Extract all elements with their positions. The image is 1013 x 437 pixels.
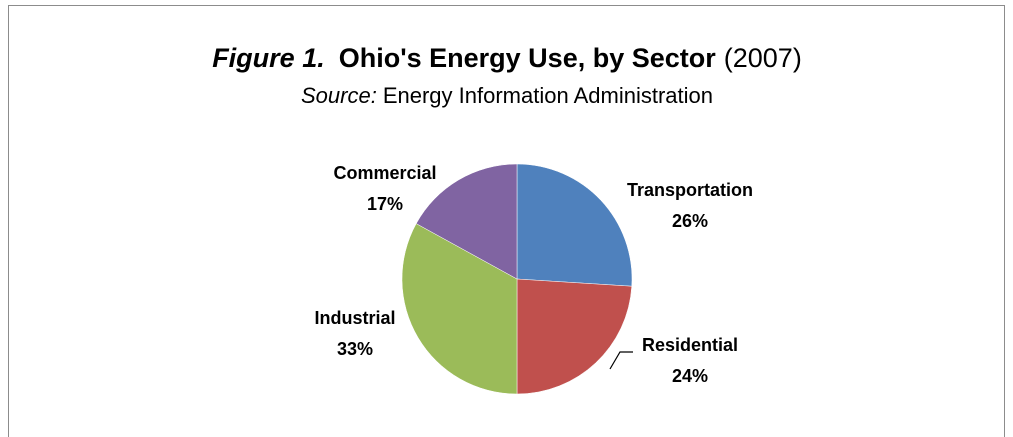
pie-slice [415,163,518,280]
slice-label: Residential [642,335,738,355]
slice-value-label: 24% [672,366,708,386]
slice-label: Commercial [333,163,436,183]
slice-label: Industrial [314,308,395,328]
title-year: (2007) [724,43,802,73]
title-figure: Figure 1. [212,43,325,73]
slice-label: Transportation [627,180,753,200]
pie-slice [401,223,518,395]
subtitle-label: Source: [301,83,377,108]
slice-value-label: 26% [672,211,708,231]
pie-slice [516,278,633,395]
leader-line [609,351,633,370]
slice-value-label: 17% [367,194,403,214]
chart-title: Figure 1. Ohio's Energy Use, by Sector (20… [212,43,802,73]
chart-subtitle: Source: Energy Information Administration [301,83,713,108]
subtitle-source: Energy Information Administration [383,83,713,108]
pie-slice [516,163,633,287]
title-main: Ohio's Energy Use, by Sector [339,43,717,73]
slice-value-label: 33% [337,339,373,359]
